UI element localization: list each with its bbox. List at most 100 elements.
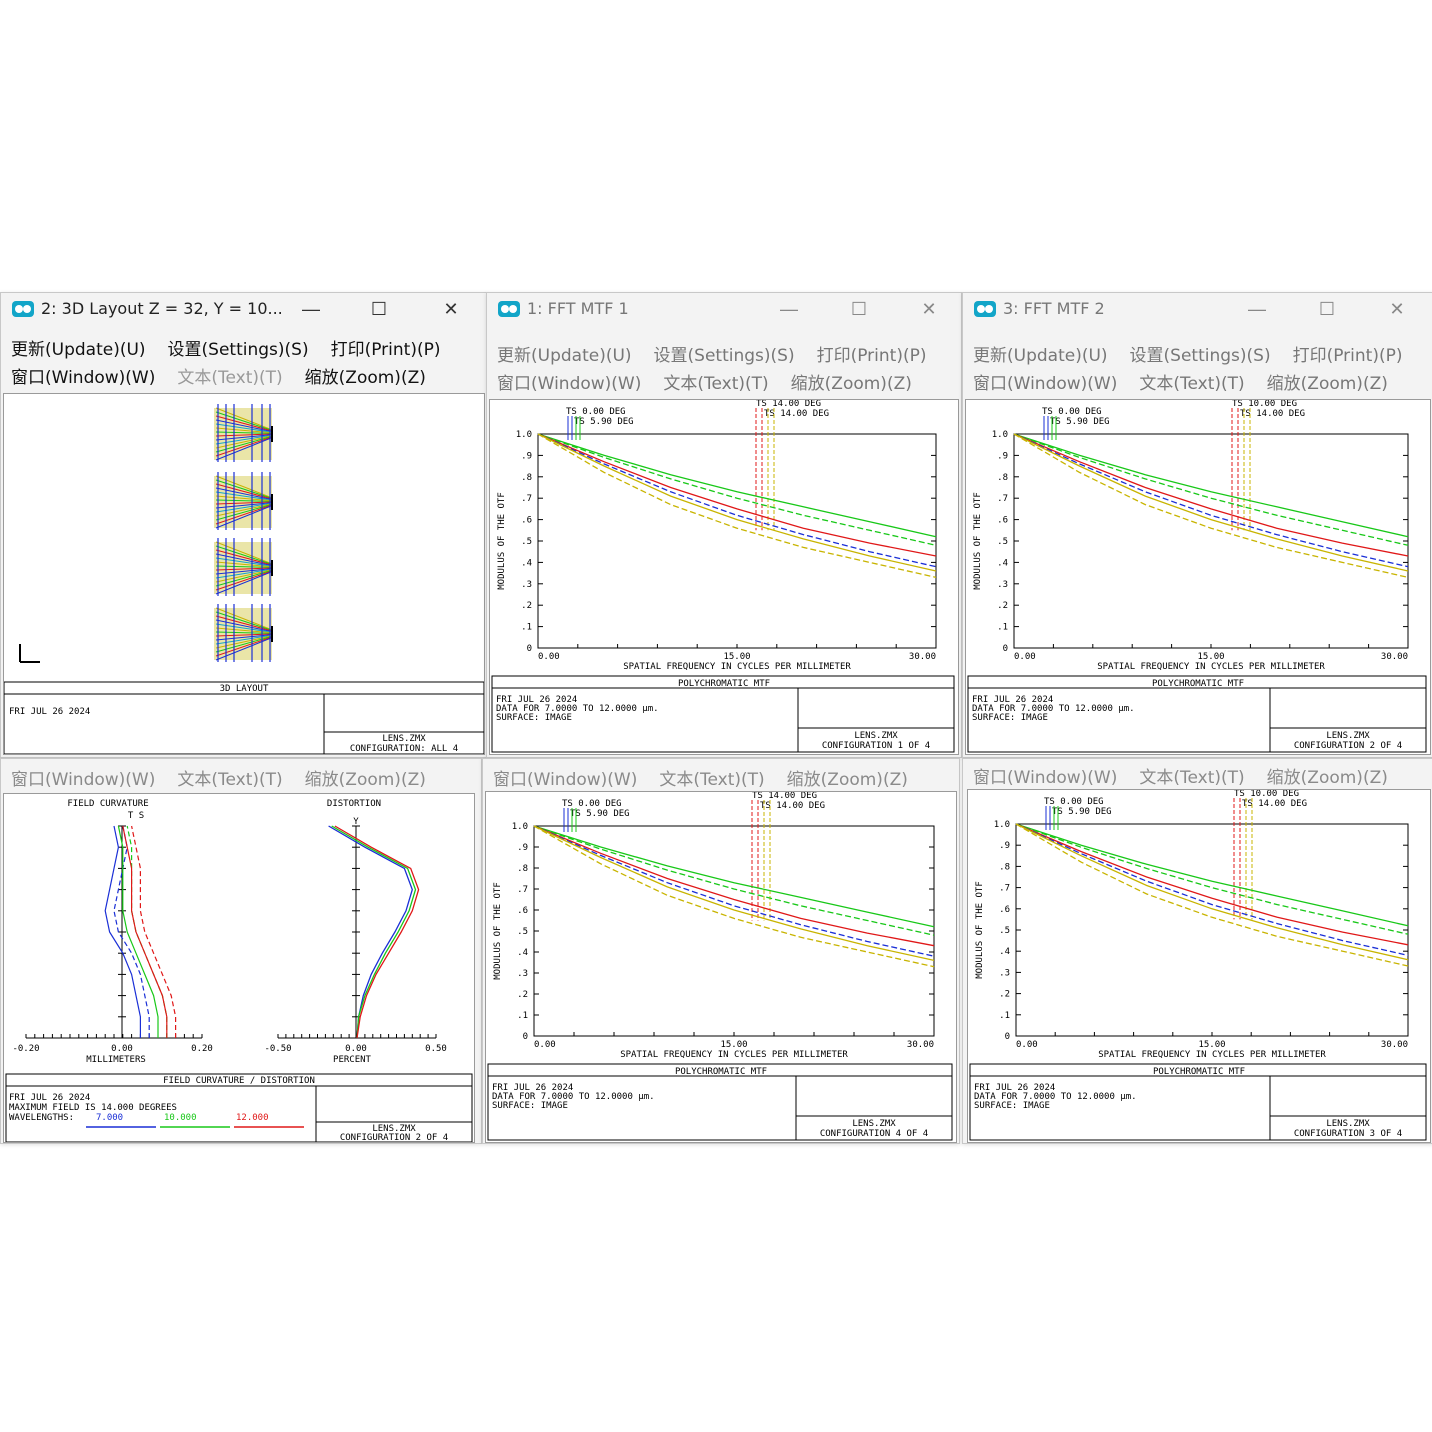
menu-text[interactable]: 文本(Text)(T) — [663, 373, 769, 394]
ray-line — [215, 545, 273, 565]
layout-plot-area[interactable]: 3D LAYOUT FRI JUL 26 2024 LENS.ZMX CONFI… — [3, 393, 485, 755]
mtf-file: LENS.ZMX — [854, 731, 898, 741]
window-fft-mtf-1[interactable]: 1: FFT MTF 1 — ☐ ✕ 更新(Update)(U) 设置(Sett… — [486, 292, 962, 758]
mtf-plot-area[interactable]: 1.0 .9 .8 .7 .6 .5 .4 .3 .2 .1 0 0.00 15.00 30.00 SPAT… — [489, 399, 959, 755]
menu-text[interactable]: 文本(Text)(T) — [177, 367, 283, 388]
minimize-button[interactable]: — — [1248, 298, 1266, 319]
mtf-curve — [533, 825, 935, 947]
window-fft-mtf-2[interactable]: 3: FFT MTF 2 — ☐ ✕ 更新(Update)(U) 设置(Sett… — [962, 292, 1432, 758]
mtf-ytick-label: 1.0 — [512, 822, 528, 832]
ray-line — [215, 499, 273, 502]
fc-wl-1: 7.000 — [96, 1113, 123, 1123]
mtf-svg: 1.0 .9 .8 .7 .6 .5 .4 .3 .2 .1 0 0.00 15.00 30.00 SPAT… — [967, 400, 1427, 753]
menu-zoom[interactable]: 缩放(Zoom)(Z) — [1266, 373, 1388, 394]
menu-settings[interactable]: 设置(Settings)(S) — [1129, 345, 1271, 366]
fieldcurv-plot-area[interactable]: FIELD CURVATURE DISTORTION T S Y -0.20 0… — [3, 793, 475, 1143]
ray-line — [215, 611, 273, 631]
mtf-svg: 1.0 .9 .8 .7 .6 .5 .4 .3 .2 .1 0 0.00 15.00 30.00 SPAT… — [487, 792, 953, 1141]
mtf-curve — [1015, 823, 1409, 967]
menu-row-1: 更新(Update)(U) 设置(Settings)(S) 打印(Print)(… — [11, 333, 440, 361]
mtf-ytick-label: 1.0 — [992, 430, 1008, 440]
menu-settings[interactable]: 设置(Settings)(S) — [167, 339, 309, 360]
ray-line — [215, 503, 273, 517]
mtf-ytick-label: .6 — [997, 516, 1008, 526]
mtf-ytick-label: 0 — [1005, 1032, 1010, 1042]
dist-y-label: Y — [353, 817, 359, 827]
minimize-button[interactable]: — — [780, 298, 798, 319]
mtf-xtick-label: 0.00 — [538, 652, 560, 662]
mtf-field-label: TS 0.00 DEG — [1042, 407, 1102, 417]
mtf-field-label: TS 14.00 DEG — [764, 409, 829, 419]
menu-window[interactable]: 窗口(Window)(W) — [973, 767, 1118, 788]
close-button[interactable]: ✕ — [921, 298, 937, 319]
ray-line — [215, 502, 273, 513]
menu-zoom[interactable]: 缩放(Zoom)(Z) — [304, 367, 426, 388]
title-bar[interactable]: 2: 3D Layout Z = 32, Y = 10... — ☐ ✕ — [1, 293, 487, 325]
menu-settings[interactable]: 设置(Settings)(S) — [653, 345, 795, 366]
menu-text[interactable]: 文本(Text)(T) — [1139, 373, 1245, 394]
mtf-ytick-label: .5 — [521, 537, 532, 547]
mtf-curve — [533, 825, 935, 957]
maximize-button[interactable]: ☐ — [850, 298, 868, 319]
menu-print[interactable]: 打印(Print)(P) — [330, 339, 441, 360]
mtf-ytick-label: .3 — [517, 969, 528, 979]
menu-update[interactable]: 更新(Update)(U) — [497, 345, 632, 366]
ray-line — [215, 503, 273, 521]
mtf-plot-area[interactable]: 1.0 .9 .8 .7 .6 .5 .4 .3 .2 .1 0 0.00 15.00 30.00 SPAT… — [485, 791, 957, 1143]
menu-text[interactable]: 文本(Text)(T) — [1139, 767, 1245, 788]
menu-zoom[interactable]: 缩放(Zoom)(Z) — [790, 373, 912, 394]
window-fft-mtf-config4[interactable]: 窗口(Window)(W) 文本(Text)(T) 缩放(Zoom)(Z) 1.… — [482, 758, 960, 1144]
menu-print[interactable]: 打印(Print)(P) — [816, 345, 927, 366]
mtf-ytick-label: .6 — [521, 516, 532, 526]
maximize-button[interactable]: ☐ — [1318, 298, 1336, 319]
ray-line — [215, 569, 273, 587]
title-bar[interactable]: 3: FFT MTF 2 — ☐ ✕ — [963, 293, 1432, 325]
mtf-curve — [537, 433, 937, 557]
dist-axis-label: PERCENT — [333, 1055, 372, 1065]
mtf-date: FRI JUL 26 2024 — [972, 695, 1053, 705]
menu-window[interactable]: 窗口(Window)(W) — [11, 769, 156, 790]
mtf-plot-area[interactable]: 1.0 .9 .8 .7 .6 .5 .4 .3 .2 .1 0 0.00 15.00 30.00 SPAT… — [967, 789, 1431, 1143]
mtf-xtick-label: 30.00 — [909, 652, 936, 662]
mtf-curve — [1015, 823, 1409, 957]
fc-curves — [104, 825, 420, 1039]
mtf-ytick-label: .2 — [999, 990, 1010, 1000]
window-field-curvature[interactable]: 窗口(Window)(W) 文本(Text)(T) 缩放(Zoom)(Z) FI… — [0, 758, 482, 1144]
menu-zoom[interactable]: 缩放(Zoom)(Z) — [304, 769, 426, 790]
mtf-ytick-label: .2 — [997, 601, 1008, 611]
menu-window[interactable]: 窗口(Window)(W) — [11, 367, 156, 388]
menu-text[interactable]: 文本(Text)(T) — [659, 769, 765, 790]
mtf-ytick-label: .8 — [997, 473, 1008, 483]
mtf-plot-area[interactable]: 1.0 .9 .8 .7 .6 .5 .4 .3 .2 .1 0 0.00 15.00 30.00 SPAT… — [965, 399, 1431, 755]
mtf-field-label: TS 14.00 DEG — [760, 801, 825, 811]
menu-print[interactable]: 打印(Print)(P) — [1292, 345, 1403, 366]
menu-zoom[interactable]: 缩放(Zoom)(Z) — [786, 769, 908, 790]
mtf-xtick-label: 0.00 — [534, 1040, 556, 1050]
menu-row-2: 窗口(Window)(W) 文本(Text)(T) 缩放(Zoom)(Z) — [11, 361, 426, 389]
mtf-xtick-label: 30.00 — [1381, 1040, 1408, 1050]
ray-line — [215, 487, 273, 501]
menu-update[interactable]: 更新(Update)(U) — [973, 345, 1108, 366]
close-button[interactable]: ✕ — [1389, 298, 1405, 319]
ray-line — [215, 561, 273, 568]
window-fft-mtf-config3[interactable]: 窗口(Window)(W) 文本(Text)(T) 缩放(Zoom)(Z) 1.… — [962, 758, 1432, 1144]
ray-line — [215, 557, 273, 567]
menu-update[interactable]: 更新(Update)(U) — [11, 339, 146, 360]
title-bar[interactable]: 1: FFT MTF 1 — ☐ ✕ — [487, 293, 961, 325]
window-3d-layout[interactable]: 2: 3D Layout Z = 32, Y = 10... — ☐ ✕ 更新(… — [0, 292, 488, 758]
maximize-button[interactable]: ☐ — [370, 298, 388, 319]
mtf-ytick-label: .4 — [521, 558, 532, 568]
menu-window[interactable]: 窗口(Window)(W) — [497, 373, 642, 394]
mtf-field-label: TS 5.90 DEG — [570, 809, 630, 819]
mtf-y-axis-label: MODULUS OF THE OTF — [497, 492, 507, 590]
menu-window[interactable]: 窗口(Window)(W) — [973, 373, 1118, 394]
close-button[interactable]: ✕ — [443, 298, 459, 319]
menu-window[interactable]: 窗口(Window)(W) — [493, 769, 638, 790]
menu-zoom[interactable]: 缩放(Zoom)(Z) — [1266, 767, 1388, 788]
mtf-ytick-label: .2 — [521, 601, 532, 611]
menu-text[interactable]: 文本(Text)(T) — [177, 769, 283, 790]
ray-line — [215, 427, 273, 434]
mtf-curve — [537, 433, 937, 568]
minimize-button[interactable]: — — [302, 298, 320, 319]
mtf-footer-box — [491, 675, 955, 753]
